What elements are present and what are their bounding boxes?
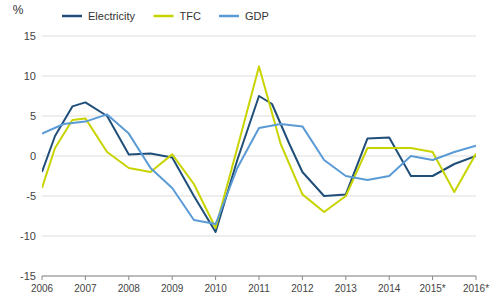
x-tick (476, 276, 477, 280)
y-tick-label: 15 (24, 30, 36, 42)
x-tick-label: 2009 (161, 283, 184, 294)
grid-line (42, 236, 476, 237)
grid-line (42, 76, 476, 77)
y-tick-label: -15 (20, 270, 36, 282)
x-tick-label: 2008 (118, 283, 141, 294)
y-tick-label: 0 (30, 150, 36, 162)
y-tick-label: 5 (30, 110, 36, 122)
chart: -15 -10 -5 0 5 10 15 2006 2007 2008 2009 2010 2011 20… (0, 0, 492, 302)
x-tick (172, 276, 173, 280)
x-tick-label: 2011 (248, 283, 270, 294)
x-tick-label: 2010 (204, 283, 227, 294)
legend-label: GDP (245, 10, 269, 22)
series-line (42, 114, 476, 224)
x-tick-label: 2014 (378, 283, 401, 294)
y-axis-label: % (13, 3, 24, 17)
x-tick (128, 276, 129, 280)
legend-label: TFC (180, 10, 201, 22)
legend: Electricity TFC GDP (62, 10, 269, 22)
x-tick-label: 2013 (335, 283, 358, 294)
series-line (42, 66, 476, 228)
legend-swatch (219, 15, 239, 18)
x-tick (85, 276, 86, 280)
y-tick-label: -10 (20, 230, 36, 242)
x-tick-label: 2007 (74, 283, 97, 294)
y-tick-label: -5 (26, 190, 36, 202)
grid-line (42, 196, 476, 197)
legend-swatch (154, 15, 174, 18)
y-tick-label: 10 (24, 70, 36, 82)
x-tick (42, 276, 43, 280)
x-tick (345, 276, 346, 280)
series-line (42, 96, 476, 232)
x-tick-label: 2016* (463, 283, 489, 294)
legend-swatch (62, 15, 82, 18)
grid (42, 36, 476, 276)
lines (42, 66, 476, 232)
x-tick-label: 2015* (420, 283, 446, 294)
legend-label: Electricity (88, 10, 136, 22)
x-tick (215, 276, 216, 280)
x-tick (389, 276, 390, 280)
x-tick (302, 276, 303, 280)
grid-line (42, 36, 476, 37)
x-tick (259, 276, 260, 280)
x-tick-label: 2012 (291, 283, 314, 294)
x-tick-label: 2006 (31, 283, 54, 294)
x-tick (432, 276, 433, 280)
